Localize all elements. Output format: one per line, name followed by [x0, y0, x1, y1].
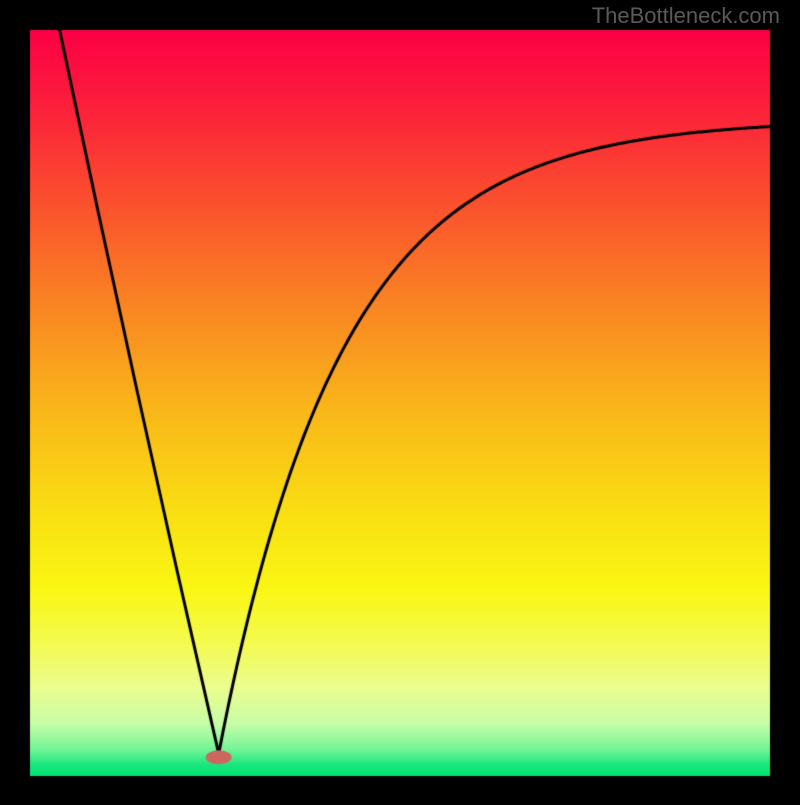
chart-canvas-wrap: [0, 0, 800, 805]
bottleneck-curve-chart: [0, 0, 800, 800]
source-watermark: TheBottleneck.com: [592, 3, 780, 29]
